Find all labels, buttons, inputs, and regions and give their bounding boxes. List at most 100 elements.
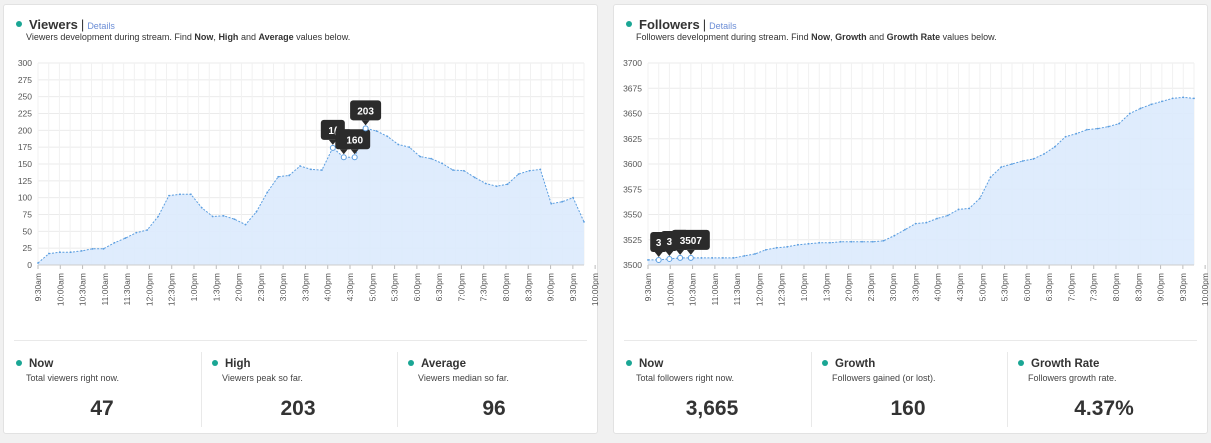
data-point — [430, 157, 433, 160]
data-point — [850, 240, 853, 243]
data-point — [1021, 160, 1024, 162]
data-point — [1053, 145, 1056, 148]
stat-desc: Viewers peak so far. — [222, 373, 303, 383]
data-point — [711, 257, 714, 259]
x-tick-label: 11:30am — [122, 273, 132, 305]
data-point — [244, 223, 247, 226]
highlight-point — [666, 255, 673, 262]
data-point — [146, 229, 149, 231]
x-tick-label: 3:30pm — [910, 273, 920, 301]
data-point — [222, 214, 225, 217]
stat-label: Growth — [835, 358, 876, 370]
data-point — [233, 218, 236, 221]
x-tick-label: 11:00am — [710, 273, 720, 305]
x-tick-label: 1:00pm — [799, 273, 809, 301]
data-point — [528, 169, 531, 172]
viewers-title: Viewers — [29, 17, 78, 32]
viewers-subtitle: Viewers development during stream. Find … — [26, 32, 351, 42]
stat-separator — [1007, 352, 1008, 427]
data-point — [157, 215, 160, 218]
x-tick-label: 10:00am — [665, 273, 675, 306]
data-point — [321, 169, 323, 171]
y-tick-label: 50 — [23, 226, 33, 236]
divider — [14, 340, 587, 341]
data-point — [255, 210, 258, 213]
tooltip-label: 160 — [346, 135, 363, 146]
x-tick-label: 4:30pm — [955, 273, 965, 301]
x-tick-label: 4:00pm — [323, 273, 333, 301]
status-dot-icon — [16, 359, 22, 366]
data-point — [561, 200, 564, 203]
stat-separator — [811, 352, 812, 427]
x-tick-label: 6:00pm — [1022, 273, 1032, 301]
data-point — [989, 176, 992, 179]
stat-average: Average Viewers median so far. 96 — [396, 353, 592, 425]
data-point — [572, 196, 574, 199]
x-tick-label: 6:30pm — [1044, 273, 1054, 301]
data-point — [732, 257, 735, 259]
stat-separator — [201, 352, 202, 427]
followers-details-link[interactable]: Details — [709, 21, 737, 31]
data-tooltip: 3507 — [671, 229, 710, 255]
x-tick-label: 9:30pm — [568, 273, 578, 301]
data-point — [936, 217, 938, 220]
status-dot-icon — [626, 359, 632, 366]
data-point — [1011, 163, 1013, 165]
stat-desc: Followers gained (or lost). — [832, 373, 936, 383]
viewers-details-link[interactable]: Details — [87, 21, 115, 31]
y-tick-label: 25 — [23, 243, 33, 253]
data-point — [179, 193, 181, 196]
data-point — [102, 247, 105, 250]
data-point — [829, 241, 831, 244]
data-point — [386, 135, 389, 138]
x-tick-label: 9:00pm — [546, 273, 556, 301]
y-tick-label: 175 — [18, 142, 32, 152]
x-tick-label: 2:30pm — [256, 273, 266, 301]
data-point — [978, 197, 981, 200]
stat-value: 160 — [890, 397, 926, 420]
data-point — [861, 240, 864, 243]
stat-desc: Total viewers right now. — [26, 373, 120, 383]
y-tick-label: 3525 — [623, 235, 642, 245]
y-tick-label: 75 — [23, 210, 33, 220]
x-tick-label: 7:30pm — [1089, 273, 1099, 301]
tooltip-box — [350, 100, 382, 121]
x-tick-label: 4:30pm — [345, 273, 355, 301]
data-point — [375, 130, 378, 132]
tooltip-arrow — [361, 120, 370, 126]
data-point — [904, 228, 906, 231]
data-point — [583, 221, 585, 223]
x-tick-label: 11:00am — [100, 273, 110, 305]
y-tick-label: 3600 — [623, 159, 642, 169]
highlight-point — [362, 125, 369, 132]
status-dot-icon — [212, 359, 218, 366]
stat-value: 96 — [482, 397, 506, 420]
x-tick-label: 10:00am — [55, 273, 65, 306]
x-tick-label: 8:30pm — [523, 273, 533, 301]
data-point — [775, 246, 778, 249]
y-tick-label: 300 — [18, 58, 32, 68]
data-point — [48, 252, 50, 255]
data-point — [957, 208, 960, 211]
followers-chart[interactable]: 3500 3525 3550 3575 3600 3625 3650 3675 3700 9:30… — [614, 5, 1209, 335]
y-tick-label: 3650 — [623, 109, 642, 119]
y-tick-label: 250 — [18, 92, 32, 102]
x-tick-label: 10:00pm — [590, 273, 599, 306]
tooltip-box — [339, 129, 371, 150]
x-tick-label: 9:30pm — [1178, 273, 1188, 301]
y-tick-label: 100 — [18, 193, 32, 203]
data-point — [1075, 132, 1078, 135]
tooltip-arrow — [686, 249, 695, 255]
highlight-point — [677, 254, 684, 261]
highlight-point — [329, 144, 336, 151]
data-point — [266, 191, 269, 194]
data-point — [91, 247, 94, 250]
viewers-chart[interactable]: 0 25 50 75 100 125 150 175 200 225 250 275 300 9:30am… — [4, 5, 599, 335]
stat-label: Growth Rate — [1031, 358, 1100, 370]
data-point — [397, 143, 400, 146]
stat-separator — [397, 352, 398, 427]
data-point — [1043, 153, 1046, 155]
x-tick-label: 3:00pm — [278, 273, 288, 301]
tooltip-arrow — [350, 149, 359, 155]
tooltip-arrow — [339, 149, 348, 155]
